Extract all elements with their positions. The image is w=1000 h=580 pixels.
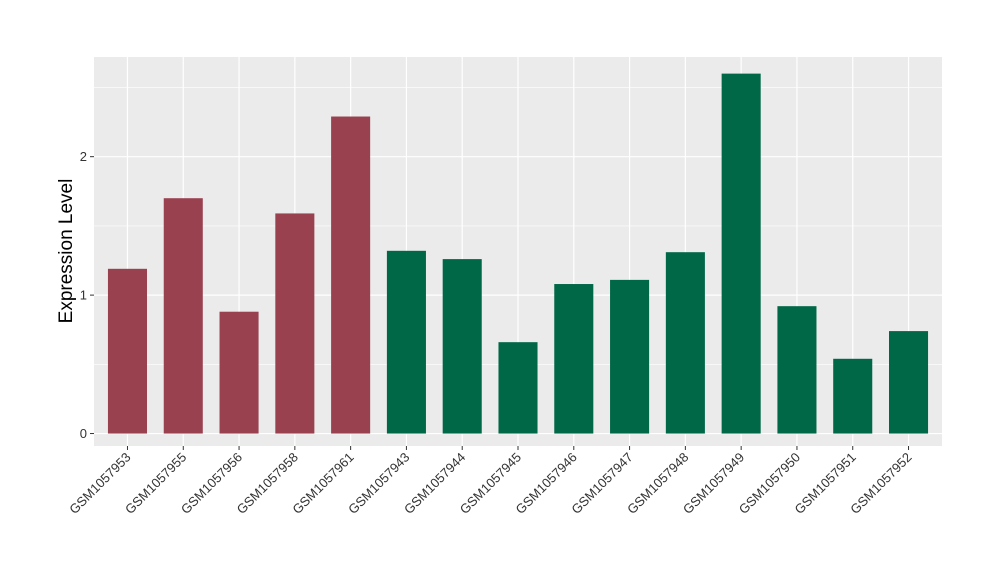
y-tick-label: 0 xyxy=(80,426,87,441)
y-tick-label: 1 xyxy=(80,288,87,303)
bar-GSM1057945 xyxy=(498,342,538,434)
bar-GSM1057961 xyxy=(331,116,371,434)
bar-GSM1057952 xyxy=(889,331,929,434)
bars xyxy=(107,73,929,434)
bar-GSM1057950 xyxy=(777,306,817,434)
bar-GSM1057943 xyxy=(386,250,426,434)
y-tick-label: 2 xyxy=(80,149,87,164)
bar-GSM1057956 xyxy=(219,311,259,434)
bar-GSM1057947 xyxy=(610,279,650,434)
bar-GSM1057958 xyxy=(275,213,315,434)
bar-GSM1057951 xyxy=(833,358,873,434)
bar-GSM1057953 xyxy=(107,268,147,434)
bar-GSM1057944 xyxy=(442,259,482,434)
y-axis: 0 1 2 xyxy=(80,149,94,441)
bar-GSM1057955 xyxy=(163,198,203,434)
x-axis: GSM1057953GSM1057955GSM1057956GSM1057958… xyxy=(66,446,915,517)
bar-GSM1057946 xyxy=(554,284,594,434)
y-axis-title: Expression Level xyxy=(56,179,77,324)
bar-GSM1057948 xyxy=(665,252,705,434)
bar-GSM1057949 xyxy=(721,73,761,434)
